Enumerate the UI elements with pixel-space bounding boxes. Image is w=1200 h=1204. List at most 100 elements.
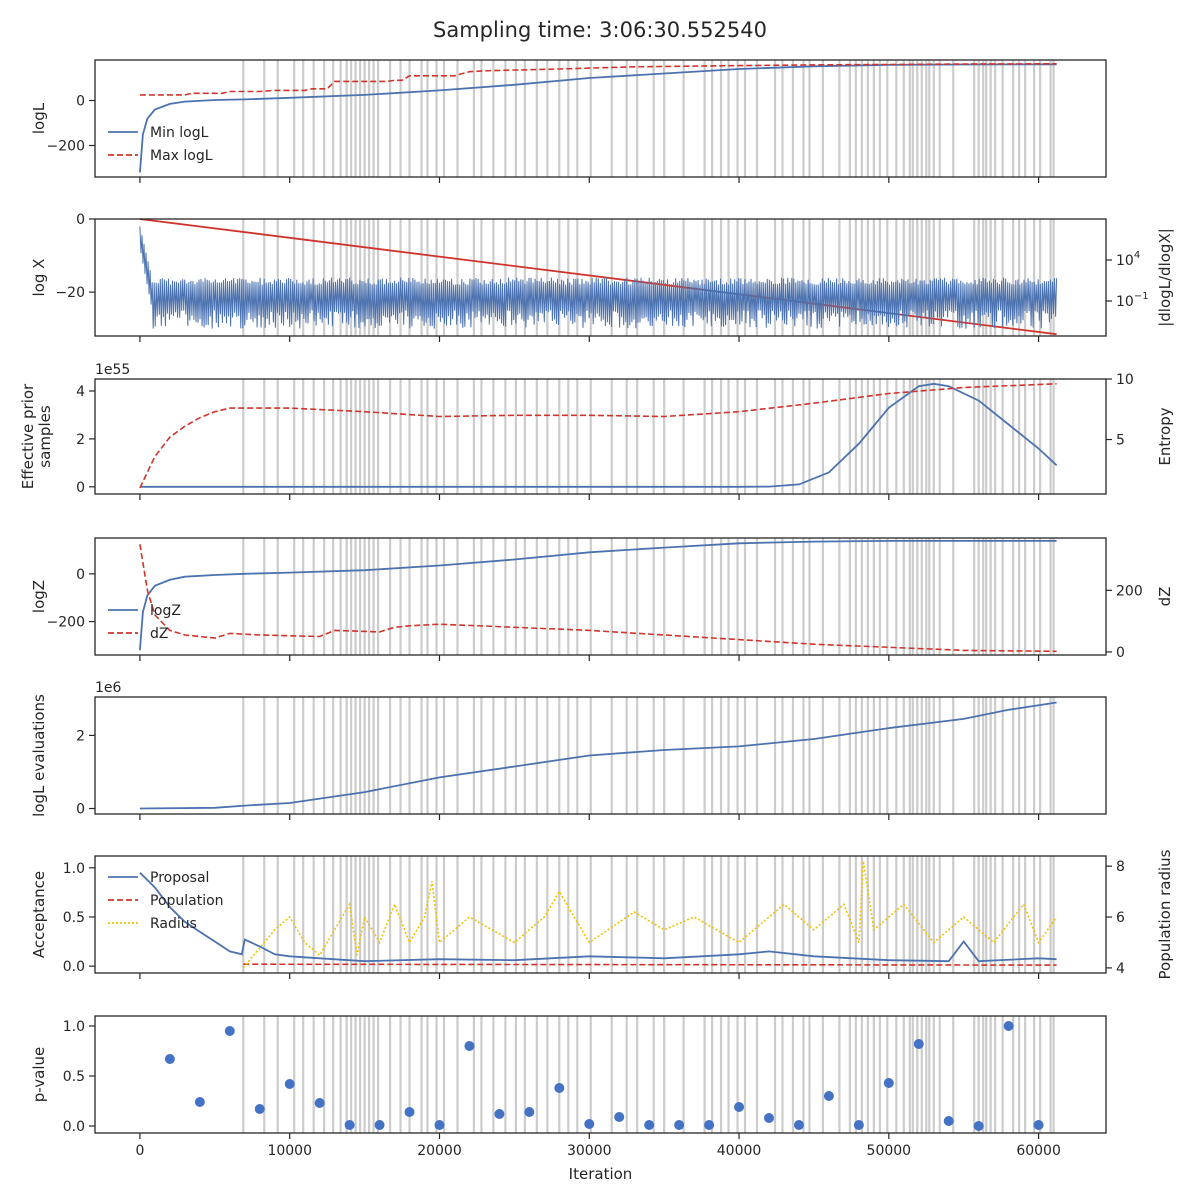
data-point	[554, 1083, 565, 1093]
figure-title: Sampling time: 3:06:30.552540	[433, 18, 767, 42]
y-axis-label: logL evaluations	[30, 694, 48, 817]
series-effective-prior-samples	[139, 382, 1058, 488]
plot-frame	[94, 537, 1107, 656]
plot-frame	[94, 696, 1107, 815]
data-point	[704, 1120, 715, 1130]
legend-label: Min logL	[150, 125, 209, 141]
insertion-lines	[242, 856, 1055, 973]
legend: Min logL Max logL	[108, 125, 213, 164]
series-log-x	[139, 218, 1057, 336]
data-point	[943, 1116, 954, 1126]
data-point	[853, 1120, 864, 1130]
panel-p-value: 0 10000 20000 30000 40000 50000 60000 Iteration…	[30, 1015, 1107, 1183]
y-tick-label: 0	[76, 94, 85, 110]
data-point	[973, 1121, 984, 1131]
data-point	[913, 1039, 924, 1049]
plot-frame	[94, 59, 1107, 178]
y-tick-label-right: 8	[1116, 859, 1125, 875]
data-point	[494, 1109, 505, 1119]
legend-label: Radius	[150, 916, 197, 932]
data-point	[314, 1098, 325, 1108]
data-point	[404, 1107, 415, 1117]
y-tick-label: −20	[55, 285, 85, 301]
y-tick-label: 1.0	[63, 861, 85, 877]
y-tick-label: −200	[47, 139, 85, 155]
y-axis-label: Effective prior	[19, 383, 37, 489]
y-tick-label-right: 104	[1116, 250, 1140, 269]
data-point	[764, 1113, 774, 1123]
series-logz	[139, 540, 1057, 651]
y-tick-label: 0.0	[63, 959, 85, 975]
x-tick-label: 60000	[1016, 1143, 1061, 1159]
data-point	[883, 1078, 894, 1088]
series-p-value	[164, 1021, 1044, 1131]
data-point	[734, 1102, 745, 1112]
data-point	[1033, 1120, 1044, 1130]
y-axis-label-right: Population radius	[1156, 849, 1174, 979]
panel-log-x: 0 −20 104 10−1 log X |dlogL/dlogX|	[30, 212, 1174, 342]
legend: logZ dZ	[108, 603, 181, 642]
panel-acceptance: 0.0 0.5 1.0 4 6 8 Acceptance Population radius P…	[30, 849, 1174, 979]
series-population	[243, 963, 1057, 966]
y-tick-label-right: 10−1	[1116, 291, 1149, 310]
data-point	[164, 1054, 175, 1064]
series-logl-evaluations	[139, 701, 1057, 810]
data-point	[464, 1041, 475, 1051]
y-tick-label: 0	[76, 802, 85, 818]
y-tick-label: 1.0	[63, 1019, 85, 1035]
series-proposal	[139, 872, 1057, 963]
data-point	[823, 1091, 834, 1101]
data-point	[614, 1112, 625, 1122]
x-tick-label: 10000	[267, 1143, 312, 1159]
data-point	[644, 1120, 655, 1130]
data-point	[1003, 1021, 1014, 1031]
series-entropy	[139, 383, 1057, 489]
y-tick-label: 0.5	[63, 910, 85, 926]
y-tick-label-right: 6	[1116, 910, 1125, 926]
data-point	[374, 1120, 385, 1130]
insertion-lines	[242, 697, 1055, 814]
y-axis-label: p-value	[30, 1047, 48, 1103]
panel-effective-prior-samples: 0 2 4 5 10 1e55 Effective prior samples Entropy	[19, 362, 1174, 500]
y-axis-label: log X	[30, 259, 48, 297]
series-dlogl-dlogx	[139, 226, 1058, 329]
series-min-logl	[139, 63, 1057, 173]
plot-frame	[94, 855, 1107, 974]
insertion-lines	[242, 60, 1055, 177]
data-point	[254, 1104, 265, 1114]
y-axis-label-right: dZ	[1156, 587, 1174, 607]
y-tick-label: 0	[76, 212, 85, 228]
legend-label: logZ	[150, 603, 181, 619]
data-point	[344, 1120, 355, 1130]
plot-frame	[94, 1015, 1107, 1134]
x-axis-label: Iteration	[569, 1165, 633, 1183]
y-tick-label-right: 200	[1116, 583, 1143, 599]
y-tick-label-right: 4	[1116, 961, 1125, 977]
legend-label: Population	[150, 893, 224, 909]
panel-logl-evaluations: 0 2 1e6 logL evaluations	[30, 680, 1107, 820]
x-tick-label: 40000	[717, 1143, 762, 1159]
panel-logz: 0 −200 0 200 logZ dZ logZ dZ	[30, 537, 1174, 661]
y-tick-label: 2	[76, 728, 85, 744]
data-point	[284, 1079, 295, 1089]
y-tick-label: 0.5	[63, 1069, 85, 1085]
y-tick-label-right: 10	[1116, 372, 1134, 388]
offset-text: 1e55	[95, 362, 130, 378]
y-axis-label-right: Entropy	[1156, 407, 1174, 465]
y-axis-label-right: |dlogL/dlogX|	[1156, 228, 1174, 327]
y-axis-label: samples	[36, 405, 54, 468]
data-point	[224, 1026, 235, 1036]
x-tick-label: 30000	[567, 1143, 612, 1159]
series-dz	[139, 544, 1057, 653]
data-point	[674, 1120, 685, 1130]
legend-label: Max logL	[150, 148, 213, 164]
y-axis-label: Acceptance	[30, 871, 48, 958]
y-tick-label: 0	[76, 567, 85, 583]
insertion-lines	[242, 538, 1055, 655]
y-tick-label: 0	[76, 480, 85, 496]
y-tick-label-right: 0	[1116, 645, 1125, 661]
y-tick-label-right: 5	[1116, 433, 1125, 449]
x-tick-label: 0	[135, 1143, 144, 1159]
